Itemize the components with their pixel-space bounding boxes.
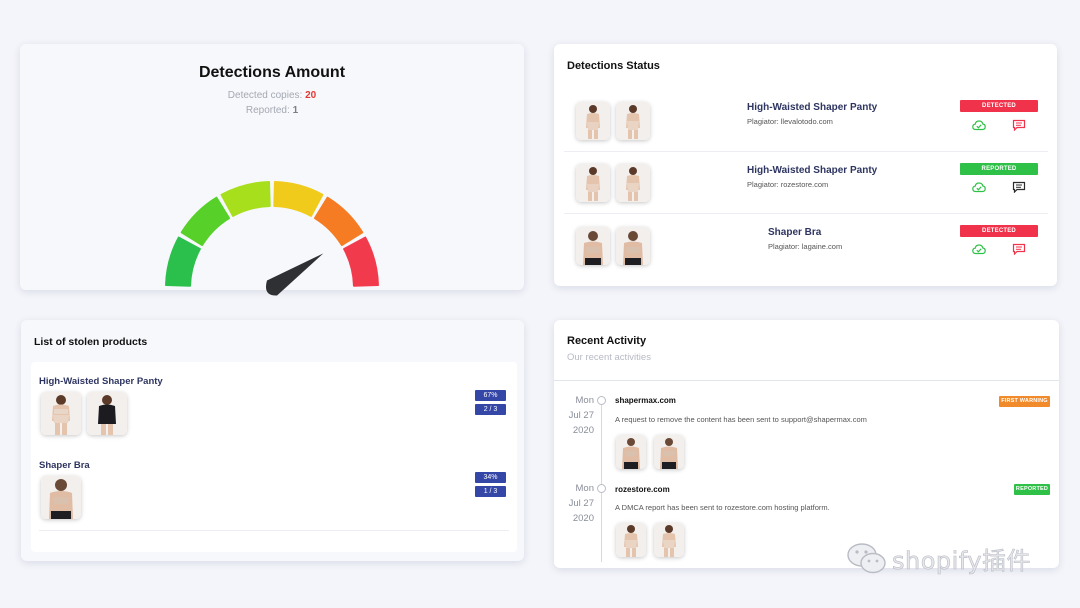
status-badge: DETECTED (960, 100, 1038, 112)
product-thumbnail (616, 523, 646, 557)
gauge-segment (165, 236, 201, 287)
stolen-product-name[interactable]: Shaper Bra (39, 460, 90, 471)
detected-copies-label: Detected copies: (227, 90, 303, 101)
stolen-product-name[interactable]: High-Waisted Shaper Panty (39, 376, 163, 387)
percentage-badge: 67% (475, 390, 506, 401)
activity-site[interactable]: rozestore.com (615, 485, 670, 494)
timeline-dot (597, 396, 606, 405)
detections-status-title: Detections Status (567, 60, 660, 72)
gauge-segment (180, 196, 231, 247)
percentage-badge: 34% (475, 472, 506, 483)
activity-month-day: Jul 27 (568, 498, 594, 509)
activity-day: Mon (575, 395, 594, 406)
plagiator-text: Plagiator: rozestore.com (747, 180, 829, 189)
detections-status-list: High-Waisted Shaper Panty Plagiator: lle… (564, 90, 1048, 274)
activity-divider (554, 380, 1059, 381)
gauge-needle (265, 253, 324, 296)
reported-line: Reported: 1 (20, 105, 524, 116)
status-badge: DETECTED (960, 225, 1038, 237)
activity-description: A request to remove the content has been… (615, 415, 867, 424)
product-thumbnail (654, 435, 684, 469)
activity-year: 2020 (572, 513, 594, 524)
detections-gauge (165, 181, 379, 296)
product-name[interactable]: High-Waisted Shaper Panty (747, 102, 878, 113)
detected-copies-line: Detected copies: 20 (20, 90, 524, 101)
timeline-line (601, 398, 602, 562)
count-badge: 2 / 3 (475, 404, 506, 415)
activity-description: A DMCA report has been sent to rozestore… (615, 503, 830, 512)
activity-day: Mon (575, 483, 594, 494)
product-name[interactable]: Shaper Bra (768, 227, 822, 238)
product-thumbnail (87, 392, 127, 435)
recent-activity-card: Recent Activity Our recent activities Mo… (554, 320, 1059, 568)
product-thumbnail (616, 227, 650, 265)
stolen-products-title: List of stolen products (34, 336, 148, 348)
product-thumbnail (41, 476, 81, 519)
product-thumbnail (576, 227, 610, 265)
detections-amount-title: Detections Amount (198, 64, 346, 81)
product-name[interactable]: High-Waisted Shaper Panty (747, 165, 878, 176)
message-icon[interactable] (1012, 119, 1026, 131)
product-thumbnail (576, 164, 610, 202)
activity-date: Mon Jul 27 2020 (554, 481, 594, 526)
product-thumbnail (616, 435, 646, 469)
gauge-segment (273, 181, 324, 217)
message-icon[interactable] (1012, 243, 1026, 255)
status-row[interactable]: Shaper Bra Plagiator: lagaine.com DETECT… (564, 214, 1048, 276)
detected-copies-value: 20 (305, 90, 317, 101)
recent-activity-subtitle: Our recent activities (567, 352, 651, 363)
gauge-segment (313, 196, 364, 247)
status-row[interactable]: High-Waisted Shaper Panty Plagiator: lle… (564, 90, 1048, 152)
gauge-segment (343, 236, 379, 287)
activity-badge: FIRST WARNING (999, 396, 1050, 407)
cloud-check-icon[interactable] (972, 181, 986, 193)
detections-amount-card: Detections Amount Detected copies: 20 Re… (20, 44, 524, 296)
activity-date: Mon Jul 27 2020 (554, 393, 594, 438)
activity-badge: REPORTED (1014, 484, 1050, 495)
cloud-check-icon[interactable] (972, 119, 986, 131)
product-thumbnail (41, 392, 81, 435)
stolen-products-list: High-Waisted Shaper Panty 67% 2 / 3 Shap… (31, 362, 517, 552)
list-divider (39, 530, 509, 531)
status-badge: REPORTED (960, 163, 1038, 175)
wechat-logo-icon (847, 543, 886, 574)
plagiator-text: Plagiator: llevalotodo.com (747, 117, 833, 126)
activity-site[interactable]: shapermax.com (615, 396, 676, 405)
recent-activity-title: Recent Activity (567, 335, 647, 347)
count-badge: 1 / 3 (475, 486, 506, 497)
timeline-dot (597, 484, 606, 493)
activity-month-day: Jul 27 (568, 410, 594, 421)
product-thumbnail (576, 102, 610, 140)
gauge-segment (220, 181, 271, 217)
watermark: shopify插件 (846, 540, 1031, 576)
activity-year: 2020 (572, 425, 594, 436)
product-thumbnail (654, 523, 684, 557)
status-row[interactable]: High-Waisted Shaper Panty Plagiator: roz… (564, 152, 1048, 214)
reported-label: Reported: (245, 105, 290, 116)
plagiator-text: Plagiator: lagaine.com (768, 242, 843, 251)
stolen-products-card: List of stolen products High-Waisted Sha… (21, 320, 524, 561)
product-thumbnail (616, 102, 650, 140)
product-thumbnail (616, 164, 650, 202)
watermark-text: shopify插件 (892, 546, 1032, 575)
message-icon[interactable] (1012, 181, 1026, 193)
cloud-check-icon[interactable] (972, 243, 986, 255)
reported-value: 1 (292, 105, 299, 116)
detections-status-card: Detections Status High-Waisted Shaper Pa… (554, 44, 1057, 286)
